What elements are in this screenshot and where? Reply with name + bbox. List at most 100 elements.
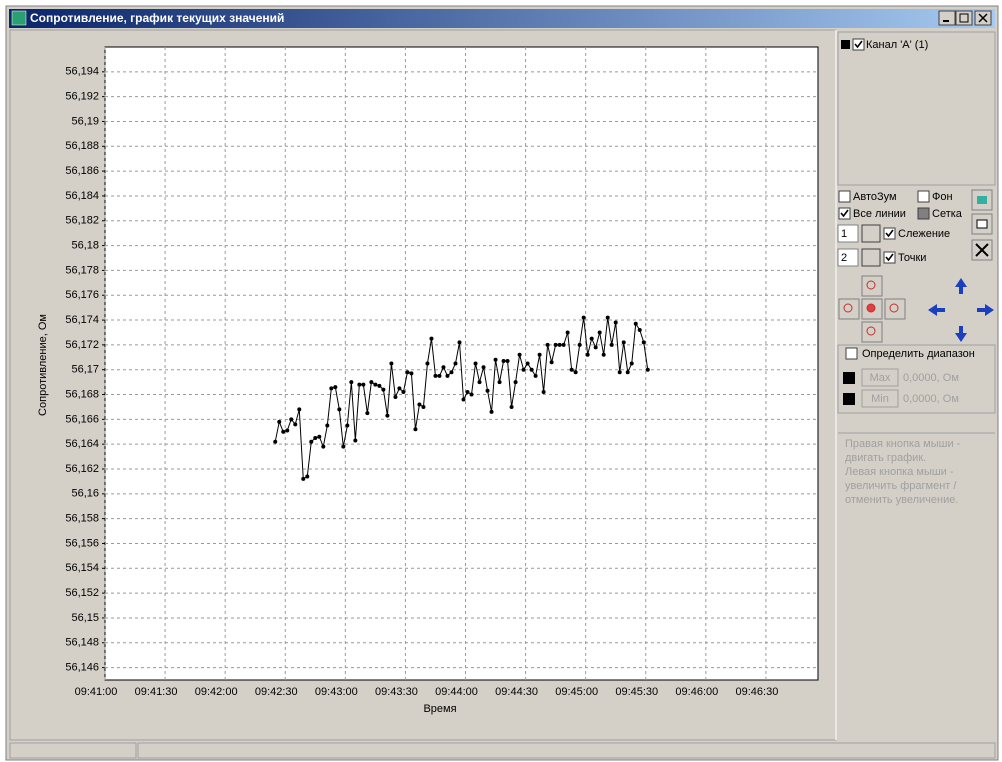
data-point bbox=[533, 373, 538, 378]
background-checkbox[interactable] bbox=[917, 190, 930, 203]
data-point bbox=[525, 361, 530, 366]
series-line bbox=[274, 317, 649, 480]
data-point bbox=[465, 390, 470, 395]
y-tick-label: 56,18 bbox=[71, 239, 99, 251]
data-point bbox=[345, 423, 350, 428]
y-tick-label: 56,188 bbox=[65, 140, 99, 152]
tracking-spin-value: 1 bbox=[841, 228, 847, 240]
data-point bbox=[605, 315, 610, 320]
data-point bbox=[497, 380, 502, 385]
data-point bbox=[589, 336, 594, 341]
data-point bbox=[529, 367, 534, 372]
pan-left[interactable] bbox=[928, 304, 945, 316]
minimize-button[interactable] bbox=[938, 10, 956, 26]
data-point bbox=[389, 361, 394, 366]
data-point bbox=[645, 367, 650, 372]
data-point bbox=[617, 370, 622, 375]
print-icon bbox=[976, 219, 988, 229]
data-point bbox=[553, 342, 558, 347]
tracking-label: Слежение bbox=[898, 228, 950, 240]
data-point bbox=[277, 419, 282, 424]
range-group bbox=[837, 344, 996, 414]
zoom-out-button[interactable] bbox=[884, 298, 906, 320]
data-point bbox=[581, 315, 586, 320]
data-point bbox=[505, 359, 510, 364]
data-point bbox=[625, 370, 630, 375]
help-text: двигать график. bbox=[845, 452, 926, 464]
zoom-icon bbox=[889, 303, 899, 313]
zoom-icon bbox=[866, 280, 876, 290]
legend-swatch bbox=[841, 40, 850, 49]
data-point bbox=[493, 357, 498, 362]
data-point bbox=[453, 361, 458, 366]
points-label: Точки bbox=[898, 252, 926, 264]
data-point bbox=[409, 371, 414, 376]
help-text: Левая кнопка мыши - bbox=[845, 466, 954, 478]
data-point bbox=[433, 373, 438, 378]
x-tick-label: 09:46:30 bbox=[736, 686, 779, 698]
zoom-y-button[interactable] bbox=[861, 275, 883, 297]
data-point bbox=[341, 444, 346, 449]
x-tick-label: 09:41:00 bbox=[75, 686, 118, 698]
data-point bbox=[633, 321, 638, 326]
y-tick-label: 56,15 bbox=[71, 612, 99, 624]
y-tick-label: 56,16 bbox=[71, 488, 99, 500]
data-point bbox=[593, 345, 598, 350]
grid-toggle[interactable] bbox=[917, 207, 930, 220]
check-mark bbox=[885, 253, 894, 262]
data-point bbox=[473, 361, 478, 366]
data-point bbox=[377, 383, 382, 388]
data-point bbox=[585, 352, 590, 357]
data-point bbox=[449, 370, 454, 375]
data-point bbox=[417, 402, 422, 407]
data-point bbox=[373, 382, 378, 387]
data-point bbox=[405, 370, 410, 375]
y-tick-label: 56,194 bbox=[65, 66, 99, 78]
x-tick-label: 09:45:00 bbox=[555, 686, 598, 698]
data-point bbox=[601, 352, 606, 357]
max-button[interactable] bbox=[861, 368, 899, 387]
zoom-fit-button[interactable] bbox=[861, 321, 883, 343]
pan-down[interactable] bbox=[955, 326, 967, 342]
plot-area[interactable] bbox=[104, 46, 819, 681]
points-spin-button[interactable] bbox=[861, 248, 881, 267]
data-point bbox=[329, 386, 334, 391]
maximize-button[interactable] bbox=[955, 10, 973, 26]
tracking-spin-button[interactable] bbox=[861, 224, 881, 243]
data-point bbox=[469, 392, 474, 397]
x-tick-label: 09:44:30 bbox=[495, 686, 538, 698]
x-tick-label: 09:46:00 bbox=[675, 686, 718, 698]
check-mark bbox=[854, 40, 863, 49]
min-value: 0,0000, Ом bbox=[903, 393, 959, 405]
min-button[interactable] bbox=[861, 389, 899, 408]
y-tick-label: 56,146 bbox=[65, 661, 99, 673]
max-button-label: Max bbox=[870, 372, 891, 384]
y-tick-label: 56,166 bbox=[65, 413, 99, 425]
min-swatch bbox=[843, 393, 855, 405]
data-point bbox=[293, 422, 298, 427]
data-point bbox=[457, 340, 462, 345]
y-tick-label: 56,178 bbox=[65, 264, 99, 276]
pan-right[interactable] bbox=[977, 304, 994, 316]
y-tick-label: 56,154 bbox=[65, 562, 99, 574]
y-tick-label: 56,192 bbox=[65, 91, 99, 103]
pan-up[interactable] bbox=[955, 278, 967, 294]
y-tick-label: 56,174 bbox=[65, 314, 99, 326]
window-buttons[interactable] bbox=[938, 10, 992, 26]
data-point bbox=[285, 428, 290, 433]
data-point bbox=[637, 327, 642, 332]
range-checkbox[interactable] bbox=[845, 347, 858, 360]
zoom-in-button[interactable] bbox=[838, 298, 860, 320]
y-tick-label: 56,172 bbox=[65, 339, 99, 351]
data-point bbox=[369, 380, 374, 385]
data-point bbox=[381, 387, 386, 392]
max-swatch bbox=[843, 372, 855, 384]
y-tick-label: 56,148 bbox=[65, 637, 99, 649]
points-spin[interactable] bbox=[837, 248, 859, 267]
tracking-spin[interactable] bbox=[837, 224, 859, 243]
y-tick-label: 56,164 bbox=[65, 438, 99, 450]
close-glyph bbox=[978, 13, 988, 23]
data-point bbox=[333, 385, 338, 390]
autozoom-checkbox[interactable] bbox=[838, 190, 851, 203]
